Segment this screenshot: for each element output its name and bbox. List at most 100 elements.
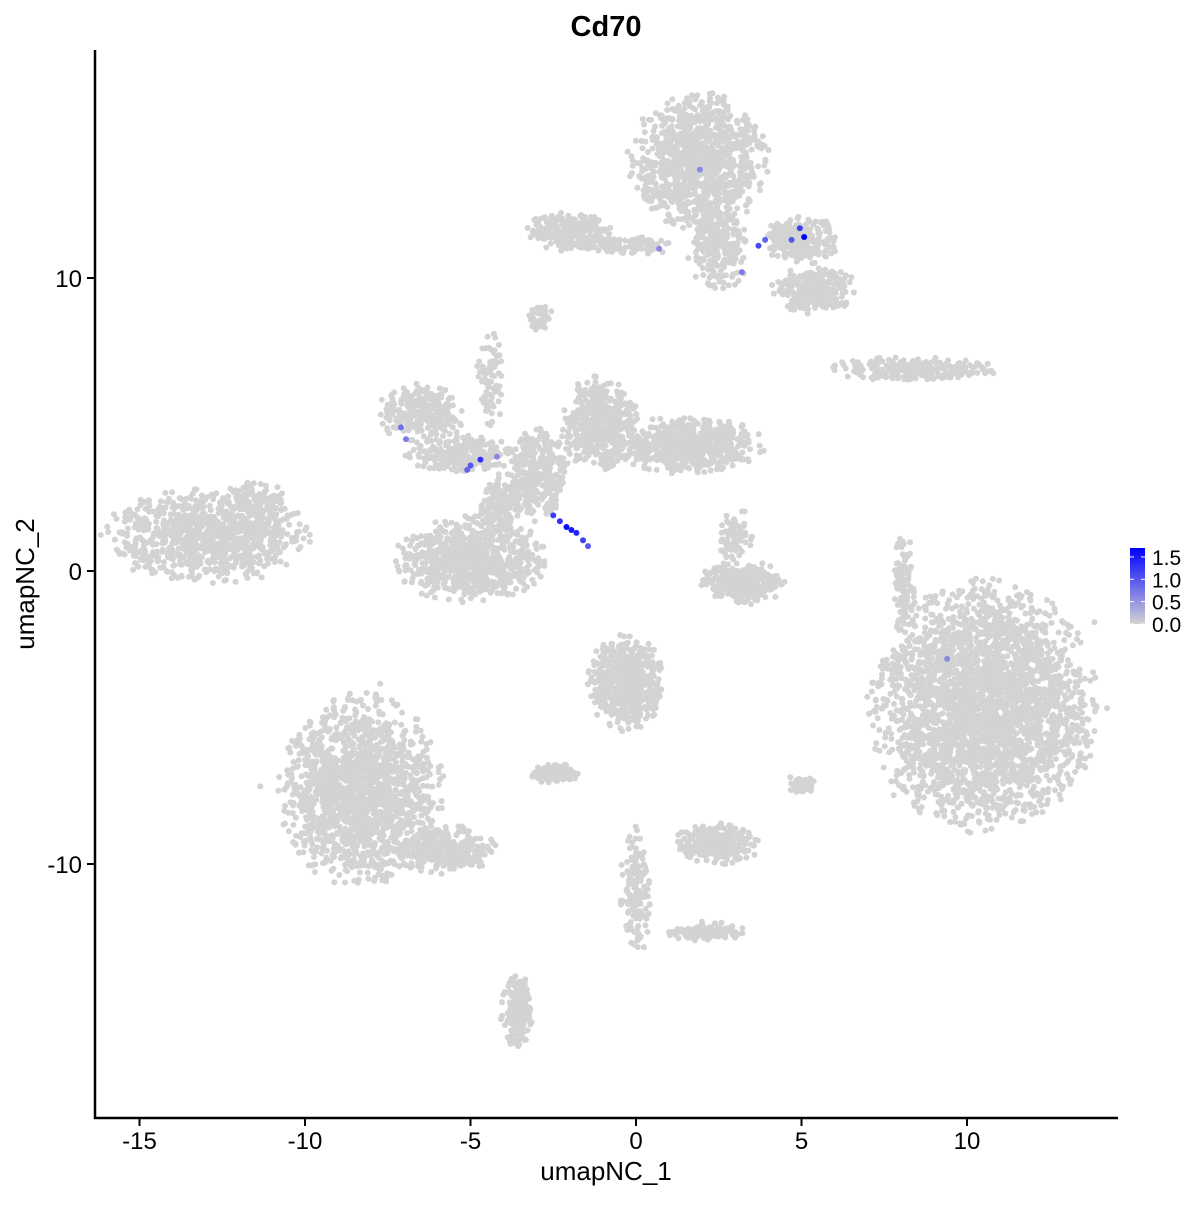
cell-point: [247, 563, 254, 570]
cell-point: [823, 253, 829, 260]
cell-point: [687, 125, 694, 132]
cell-point: [745, 456, 751, 463]
cell-point: [199, 545, 206, 552]
cell-point: [273, 517, 280, 524]
cell-point: [631, 236, 638, 243]
cell-point: [203, 569, 210, 576]
cell-point: [710, 152, 717, 159]
cell-point: [442, 449, 449, 456]
cell-point: [278, 499, 285, 506]
cell-point: [544, 500, 551, 507]
cell-point: [733, 218, 740, 225]
cell-point: [398, 398, 405, 405]
cell-point: [426, 408, 433, 415]
cell-point: [699, 232, 706, 239]
cell-point: [729, 273, 736, 280]
cell-point: [186, 545, 193, 552]
cell-point: [188, 566, 195, 573]
cell-point: [661, 120, 668, 127]
cell-point: [723, 241, 730, 247]
cell-point: [580, 391, 587, 398]
cell-point: [558, 209, 565, 216]
cell-point: [795, 233, 802, 240]
cell-point: [514, 484, 521, 491]
cell-point: [283, 561, 290, 568]
cell-point: [723, 204, 730, 211]
cell-point: [812, 304, 818, 311]
cell-point: [246, 523, 253, 529]
cell-point: [706, 250, 713, 257]
cell-point: [233, 504, 240, 511]
cell-point: [654, 151, 661, 157]
cell-point: [297, 544, 304, 550]
cell-point: [770, 290, 777, 297]
cell-point: [706, 136, 713, 143]
cell-point: [714, 94, 721, 101]
cell-point: [258, 512, 265, 519]
cell-point: [170, 562, 177, 569]
cell-point: [644, 157, 650, 164]
cell-point: [519, 478, 526, 485]
cell-point: [850, 289, 857, 296]
cell-point: [734, 120, 741, 127]
cell-point: [272, 542, 279, 549]
cell-point: [657, 197, 664, 204]
cell-point: [685, 141, 691, 148]
cell-point: [641, 129, 648, 136]
cell-point: [189, 490, 196, 497]
cell-point: [723, 191, 730, 198]
cell-point: [417, 420, 424, 427]
cell-point: [266, 516, 273, 523]
cell-point: [673, 135, 680, 142]
cell-point: [684, 95, 690, 102]
cell-point: [769, 282, 776, 288]
cell-point: [541, 433, 548, 440]
cell-point: [823, 247, 830, 254]
cell-point: [620, 250, 626, 256]
cell-point: [745, 179, 752, 186]
cell-point: [815, 230, 822, 236]
cell-point: [262, 550, 268, 557]
cell-point: [683, 183, 690, 190]
cell-point: [495, 460, 502, 467]
cell-point: [622, 400, 629, 407]
cell-point: [672, 160, 679, 166]
cell-point: [762, 156, 769, 163]
cell-point: [174, 515, 181, 522]
cell-point: [407, 414, 414, 421]
cell-point: [769, 243, 776, 250]
cell-point: [741, 226, 748, 233]
cell-point: [702, 110, 709, 117]
cell-point: [580, 436, 587, 442]
cell-point: [146, 559, 153, 566]
cell-point: [703, 239, 710, 245]
cell-point: [225, 499, 232, 505]
cell-point: [709, 209, 716, 216]
cell-point: [779, 245, 786, 252]
cell-point: [379, 420, 386, 427]
cell-point: [155, 513, 162, 520]
cell-point: [759, 133, 766, 140]
cell-point: [583, 426, 590, 433]
cell-point: [593, 429, 600, 436]
cell-point: [149, 508, 156, 515]
cell-point: [124, 540, 131, 547]
cell-point: [214, 545, 221, 552]
cell-point: [192, 576, 199, 583]
cell-point: [486, 440, 493, 447]
cell-point: [196, 558, 203, 565]
cell-point: [709, 266, 716, 273]
cell-point: [669, 96, 676, 103]
cell-point: [484, 460, 491, 467]
cell-point: [226, 555, 233, 562]
cell-point: [561, 407, 568, 414]
cell-point: [122, 509, 129, 516]
cell-point: [774, 252, 781, 259]
cell-point: [799, 272, 806, 279]
cell-point: [178, 572, 185, 579]
cell-point: [668, 189, 674, 196]
cell-point: [157, 498, 164, 505]
cell-point: [717, 272, 724, 279]
cell-point: [726, 134, 733, 141]
cell-point: [662, 139, 669, 146]
